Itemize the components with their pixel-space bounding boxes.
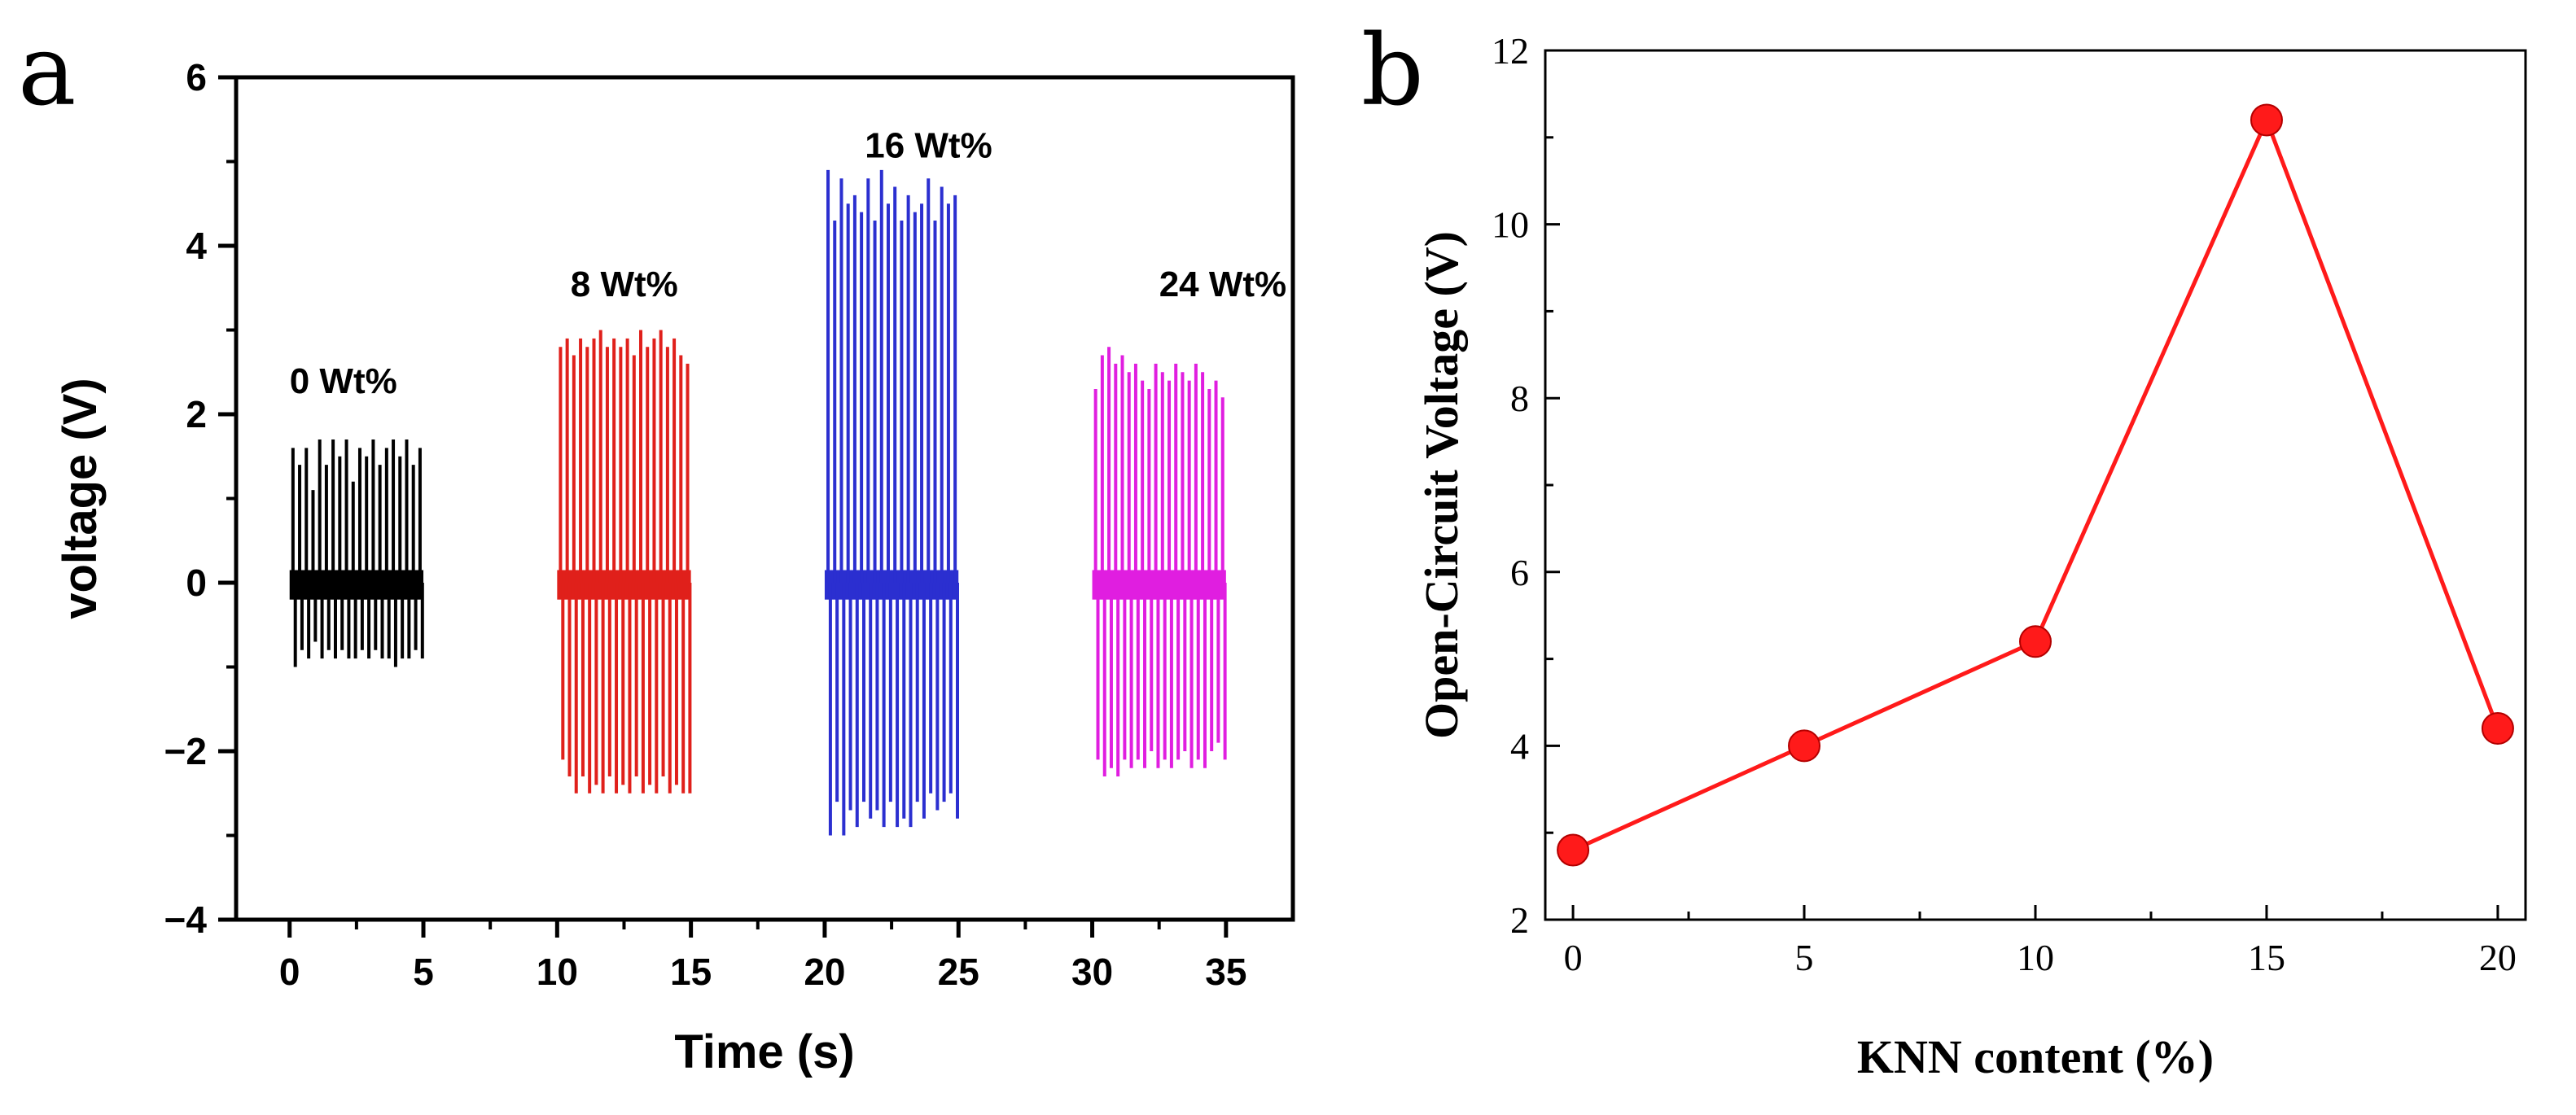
chart-b-data-point: [2481, 712, 2514, 746]
chart-a-x-tick-label: 20: [804, 951, 845, 993]
chart-b-y-tick-label: 2: [1510, 899, 1529, 941]
chart-a-y-tick-label: −4: [164, 899, 208, 941]
chart-a-y-tick-label: 4: [186, 225, 207, 267]
chart-a-ticks: 0 5 10 15 20 25 30 35 −4 −2 0 2 4 6: [164, 56, 1247, 993]
chart-b-x-tick-label: 15: [2248, 937, 2285, 978]
chart-b-x-tick-label: 5: [1795, 937, 1814, 978]
chart-b-x-axis-label: KNN content (%): [1857, 1030, 2214, 1083]
chart-a-x-tick-label: 0: [279, 951, 300, 993]
chart-a-y-tick-label: 6: [186, 56, 207, 98]
chart-a-series-label: 0 Wt%: [290, 361, 397, 401]
chart-a-series-label: 8 Wt%: [571, 265, 678, 304]
chart-b-x-tick-label: 0: [1564, 937, 1583, 978]
chart-b-series-line: [1572, 114, 2500, 852]
chart-b-y-axis-label: Open-Circuit Voltage (V): [1415, 231, 1468, 739]
chart-a-annotations: 0 Wt% 8 Wt% 16 Wt% 24 Wt%: [290, 125, 1286, 401]
chart-a-x-tick-label: 15: [670, 951, 712, 993]
panel-b-label: b: [1361, 15, 1424, 128]
chart-a-x-tick-label: 5: [413, 951, 434, 993]
chart-b-data-point: [2019, 625, 2052, 658]
chart-a-y-axis-label: voltage (V): [54, 378, 107, 619]
chart-b-x-tick-label: 20: [2479, 937, 2517, 978]
chart-a-x-tick-label: 10: [537, 951, 578, 993]
chart-b-y-tick-label: 6: [1510, 552, 1529, 593]
chart-b-plot-frame: [1544, 49, 2527, 921]
chart-a-x-tick-label: 30: [1071, 951, 1113, 993]
chart-a-x-axis-label: Time (s): [674, 1025, 854, 1078]
chart-b-x-tick-label: 10: [2017, 937, 2054, 978]
chart-b-series: [1557, 103, 2514, 867]
chart-b-y-tick-label: 12: [1492, 30, 1529, 72]
chart-a-series-label: 16 Wt%: [865, 125, 992, 165]
panel-a-label: a: [18, 15, 77, 128]
chart-b-y-tick-label: 4: [1510, 725, 1529, 767]
chart-a-series-3: [1092, 347, 1227, 777]
chart-b-data-point: [1557, 833, 1590, 867]
chart-a-series-1: [557, 330, 692, 794]
chart-a: 0 5 10 15 20 25 30 35 −4 −2 0 2 4 6 0 Wt% 8 Wt% 16 Wt% 2…: [54, 56, 1295, 1078]
chart-a-series-label: 24 Wt%: [1159, 265, 1286, 304]
chart-a-x-tick-label: 35: [1205, 951, 1246, 993]
chart-b-ticks: 0 5 10 15 20 2 4 6 8 10 12: [1492, 30, 2517, 978]
chart-a-series: [289, 169, 1227, 836]
chart-b-data-point: [2250, 103, 2283, 137]
chart-a-y-tick-label: −2: [164, 730, 207, 772]
chart-b-data-point: [1788, 729, 1821, 763]
chart-a-series-2: [824, 169, 960, 836]
chart-a-x-tick-label: 25: [938, 951, 979, 993]
chart-b-y-tick-label: 10: [1492, 204, 1529, 246]
chart-a-series-0: [289, 439, 424, 667]
chart-b: 0 5 10 15 20 2 4 6 8 10 12 KNN content (%) Open-Ci…: [1415, 30, 2527, 1083]
chart-a-y-tick-label: 2: [186, 393, 207, 435]
chart-b-y-tick-label: 8: [1510, 378, 1529, 419]
chart-a-y-tick-label: 0: [186, 562, 207, 604]
